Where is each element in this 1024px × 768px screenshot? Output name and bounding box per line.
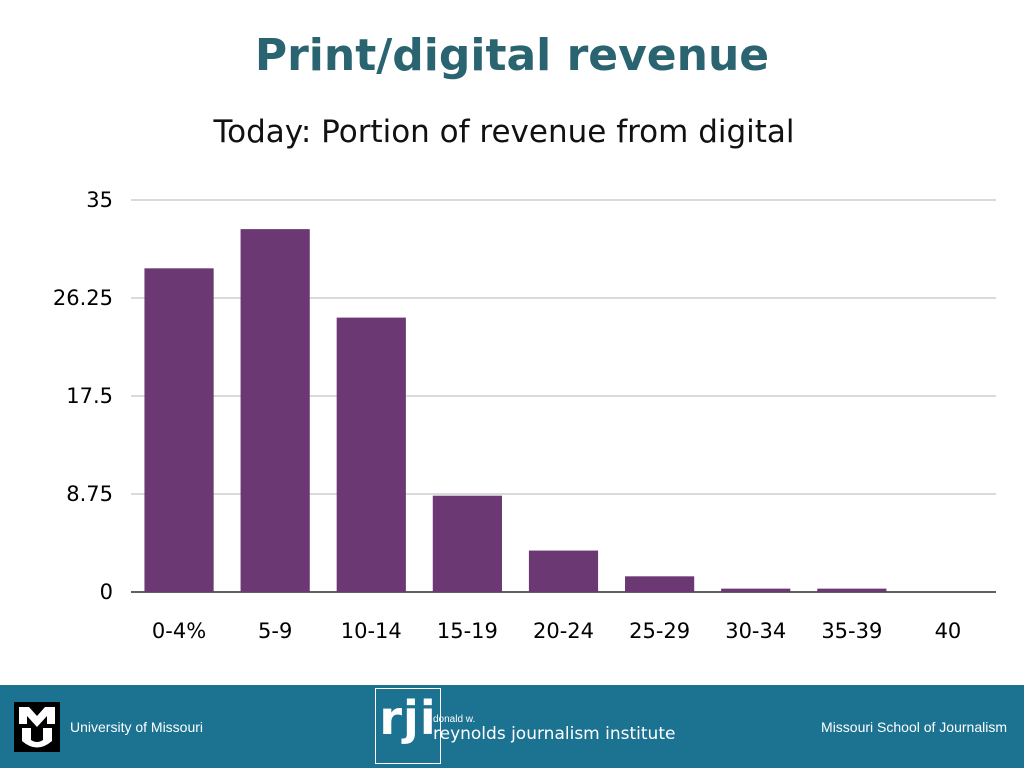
rji-logo-name: reynolds journalism institute: [433, 724, 676, 744]
bars: [144, 229, 887, 592]
slide-title: Print/digital revenue: [254, 30, 770, 81]
school-name: Missouri School of Journalism: [821, 719, 1007, 735]
x-axis-ticks: 0-4% 5-9 10-14 15-19 20-24 25-29 30-34 35-39 40: [152, 619, 961, 643]
y-tick-label: 17.5: [66, 384, 113, 408]
chart-subtitle: Today: Portion of revenue from digital: [213, 114, 795, 150]
x-tick-label: 10-14: [341, 619, 402, 643]
bar: [817, 588, 887, 592]
x-tick-label: 0-4%: [152, 619, 206, 643]
bar: [625, 576, 695, 592]
bar: [721, 588, 791, 592]
x-tick-label: 40: [935, 619, 962, 643]
y-tick-label: 26.25: [53, 286, 113, 310]
y-axis-ticks: 0 8.75 17.5 26.25 35: [53, 188, 113, 604]
x-tick-label: 20-24: [533, 619, 594, 643]
bar: [144, 268, 214, 592]
x-tick-label: 15-19: [437, 619, 498, 643]
rji-logo: rji: [375, 688, 441, 764]
y-tick-label: 35: [86, 188, 113, 212]
university-name: University of Missouri: [70, 719, 204, 735]
bar: [240, 229, 310, 592]
bar-chart: 0 8.75 17.5 26.25 35 0-4% 5-9 10-14 15-19 20-24 2…: [53, 188, 996, 643]
x-tick-label: 5-9: [258, 619, 292, 643]
rji-logo-small-text: donald w.: [433, 714, 476, 725]
bar: [528, 550, 599, 592]
y-tick-label: 0: [100, 580, 113, 604]
bar: [432, 495, 502, 592]
rji-logo-letters: rji: [379, 691, 437, 745]
bar: [336, 317, 406, 592]
x-tick-label: 35-39: [821, 619, 882, 643]
x-tick-label: 30-34: [725, 619, 786, 643]
y-tick-label: 8.75: [66, 482, 113, 506]
footer-bar: University of Missouri rji donald w. rey…: [0, 685, 1024, 768]
x-tick-label: 25-29: [629, 619, 690, 643]
mu-logo-icon: [14, 702, 60, 752]
